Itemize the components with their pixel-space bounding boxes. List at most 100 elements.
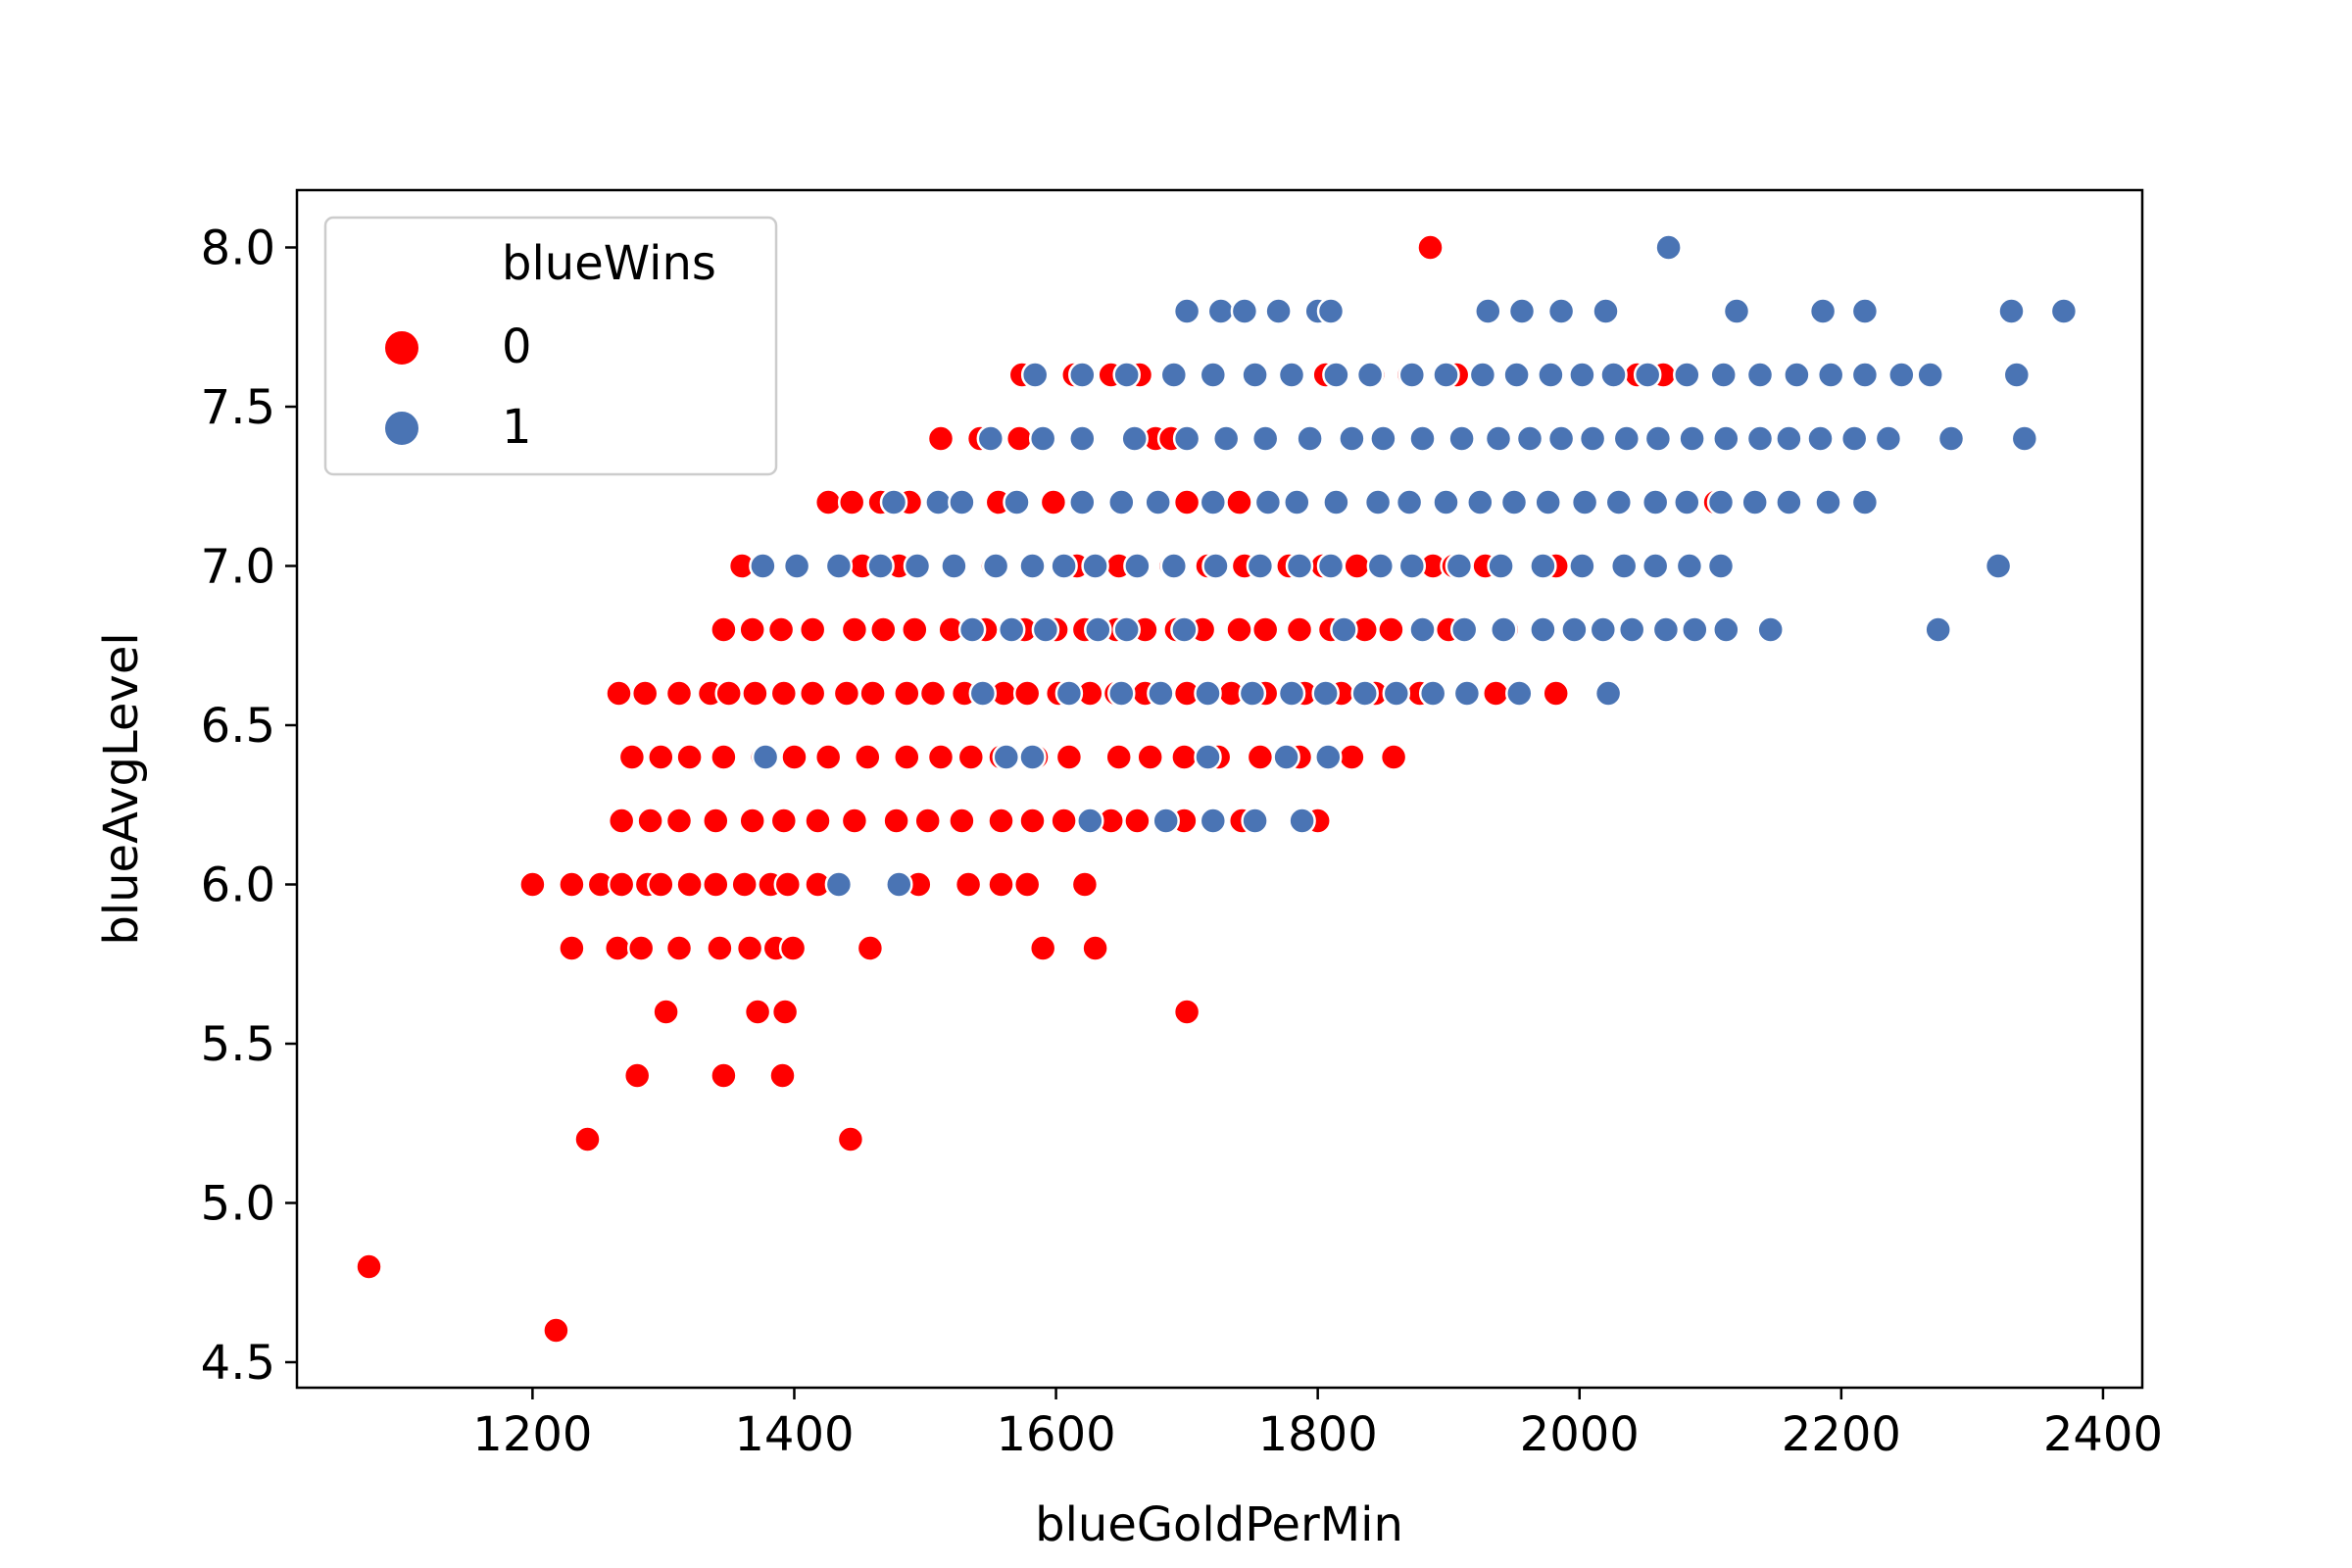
point-series-1-89 — [1534, 488, 1562, 516]
point-series-1-100 — [1028, 424, 1057, 453]
point-series-1-153 — [1206, 297, 1236, 325]
point-series-0-150 — [813, 488, 843, 516]
point-series-1-112 — [1515, 424, 1544, 453]
point-series-0-36 — [954, 870, 983, 899]
point-series-1-62 — [1366, 552, 1396, 580]
point-series-0-14 — [664, 934, 694, 962]
point-series-0-157 — [1225, 488, 1253, 516]
point-series-1-7 — [1314, 743, 1343, 771]
point-series-1-110 — [1447, 424, 1476, 453]
point-series-1-71 — [1706, 552, 1736, 580]
point-series-0-44 — [738, 807, 766, 835]
point-series-1-13 — [968, 679, 998, 708]
point-series-1-36 — [1490, 615, 1518, 644]
point-series-0-84 — [664, 679, 694, 708]
point-series-1-95 — [1740, 488, 1769, 516]
point-series-1-120 — [1775, 424, 1803, 453]
point-series-1-147 — [1816, 361, 1845, 389]
point-series-1-163 — [1808, 297, 1838, 325]
x-tick-label-1: 1400 — [734, 1407, 854, 1462]
point-series-1-54 — [1050, 552, 1078, 580]
point-series-1-130 — [1199, 361, 1228, 389]
point-series-1-98 — [1850, 488, 1880, 516]
point-series-1-11 — [1241, 807, 1269, 835]
point-series-0-156 — [1172, 488, 1201, 516]
point-series-0-65 — [780, 743, 808, 771]
point-series-1-99 — [976, 424, 1005, 453]
y-tick-label-1: 5.0 — [201, 1177, 275, 1232]
y-tick-label-7: 8.0 — [201, 221, 275, 276]
point-series-1-65 — [1487, 552, 1515, 580]
point-series-0-25 — [607, 870, 636, 899]
plot-frame — [295, 188, 2144, 1390]
point-series-0-93 — [918, 679, 948, 708]
point-series-1-35 — [1449, 615, 1479, 644]
point-series-1-144 — [1709, 361, 1738, 389]
point-series-0-46 — [804, 807, 832, 835]
point-series-1-63 — [1397, 552, 1427, 580]
point-series-0-90 — [832, 679, 861, 708]
point-series-1-67 — [1568, 552, 1596, 580]
point-series-1-18 — [1238, 679, 1267, 708]
point-series-1-159 — [1507, 297, 1537, 325]
point-series-1-108 — [1369, 424, 1397, 453]
point-series-1-5 — [1194, 743, 1222, 771]
point-series-0-19 — [856, 934, 885, 962]
point-series-1-61 — [1316, 552, 1346, 580]
point-series-0-91 — [858, 679, 887, 708]
point-series-0-73 — [1054, 743, 1084, 771]
point-series-1-15 — [1107, 679, 1136, 708]
point-series-1-119 — [1745, 424, 1775, 453]
point-series-1-129 — [1159, 361, 1189, 389]
point-series-1-53 — [1018, 552, 1047, 580]
point-series-0-6 — [768, 1061, 797, 1090]
point-series-1-94 — [1706, 488, 1736, 516]
point-series-0-45 — [769, 807, 799, 835]
point-series-1-80 — [1199, 488, 1228, 516]
point-series-1-97 — [1814, 488, 1842, 516]
point-series-0-89 — [798, 679, 827, 708]
point-series-0-80 — [1338, 743, 1366, 771]
point-series-1-152 — [1172, 297, 1201, 325]
legend-title: blueWins — [502, 236, 716, 291]
point-series-1-39 — [1589, 615, 1618, 644]
point-series-1-104 — [1211, 424, 1241, 453]
point-series-1-12 — [1288, 807, 1316, 835]
point-series-0-4 — [622, 1061, 652, 1090]
point-series-0-87 — [741, 679, 769, 708]
x-axis-label: blueGoldPerMin — [1035, 1497, 1403, 1552]
point-series-0-9 — [770, 998, 800, 1026]
point-series-1-4 — [1018, 743, 1047, 771]
point-series-0-49 — [913, 807, 942, 835]
point-series-0-75 — [1136, 743, 1164, 771]
point-series-0-88 — [769, 679, 799, 708]
point-series-1-70 — [1675, 552, 1704, 580]
point-series-1-2 — [751, 743, 780, 771]
point-series-1-41 — [1651, 615, 1681, 644]
point-series-1-134 — [1355, 361, 1385, 389]
point-series-1-52 — [981, 552, 1010, 580]
point-series-1-9 — [1152, 807, 1180, 835]
point-series-1-50 — [903, 552, 932, 580]
point-series-1-105 — [1250, 424, 1280, 453]
point-series-1-20 — [1311, 679, 1340, 708]
point-series-1-47 — [782, 552, 811, 580]
point-series-0-60 — [617, 743, 647, 771]
point-series-0-63 — [710, 743, 738, 771]
point-series-1-66 — [1529, 552, 1557, 580]
point-series-1-77 — [1068, 488, 1097, 516]
point-series-0-18 — [778, 934, 808, 962]
legend-marker-0 — [383, 329, 420, 367]
point-series-1-72 — [1984, 552, 2013, 580]
point-series-0-32 — [773, 870, 803, 899]
point-series-0-159 — [926, 424, 956, 453]
point-series-0-86 — [714, 679, 743, 708]
point-series-1-93 — [1673, 488, 1701, 516]
point-series-0-82 — [605, 679, 633, 708]
point-series-0-69 — [926, 743, 956, 771]
point-series-1-40 — [1617, 615, 1646, 644]
point-series-1-90 — [1570, 488, 1599, 516]
x-tick-label-4: 2000 — [1520, 1407, 1640, 1462]
point-series-1-26 — [1593, 679, 1623, 708]
